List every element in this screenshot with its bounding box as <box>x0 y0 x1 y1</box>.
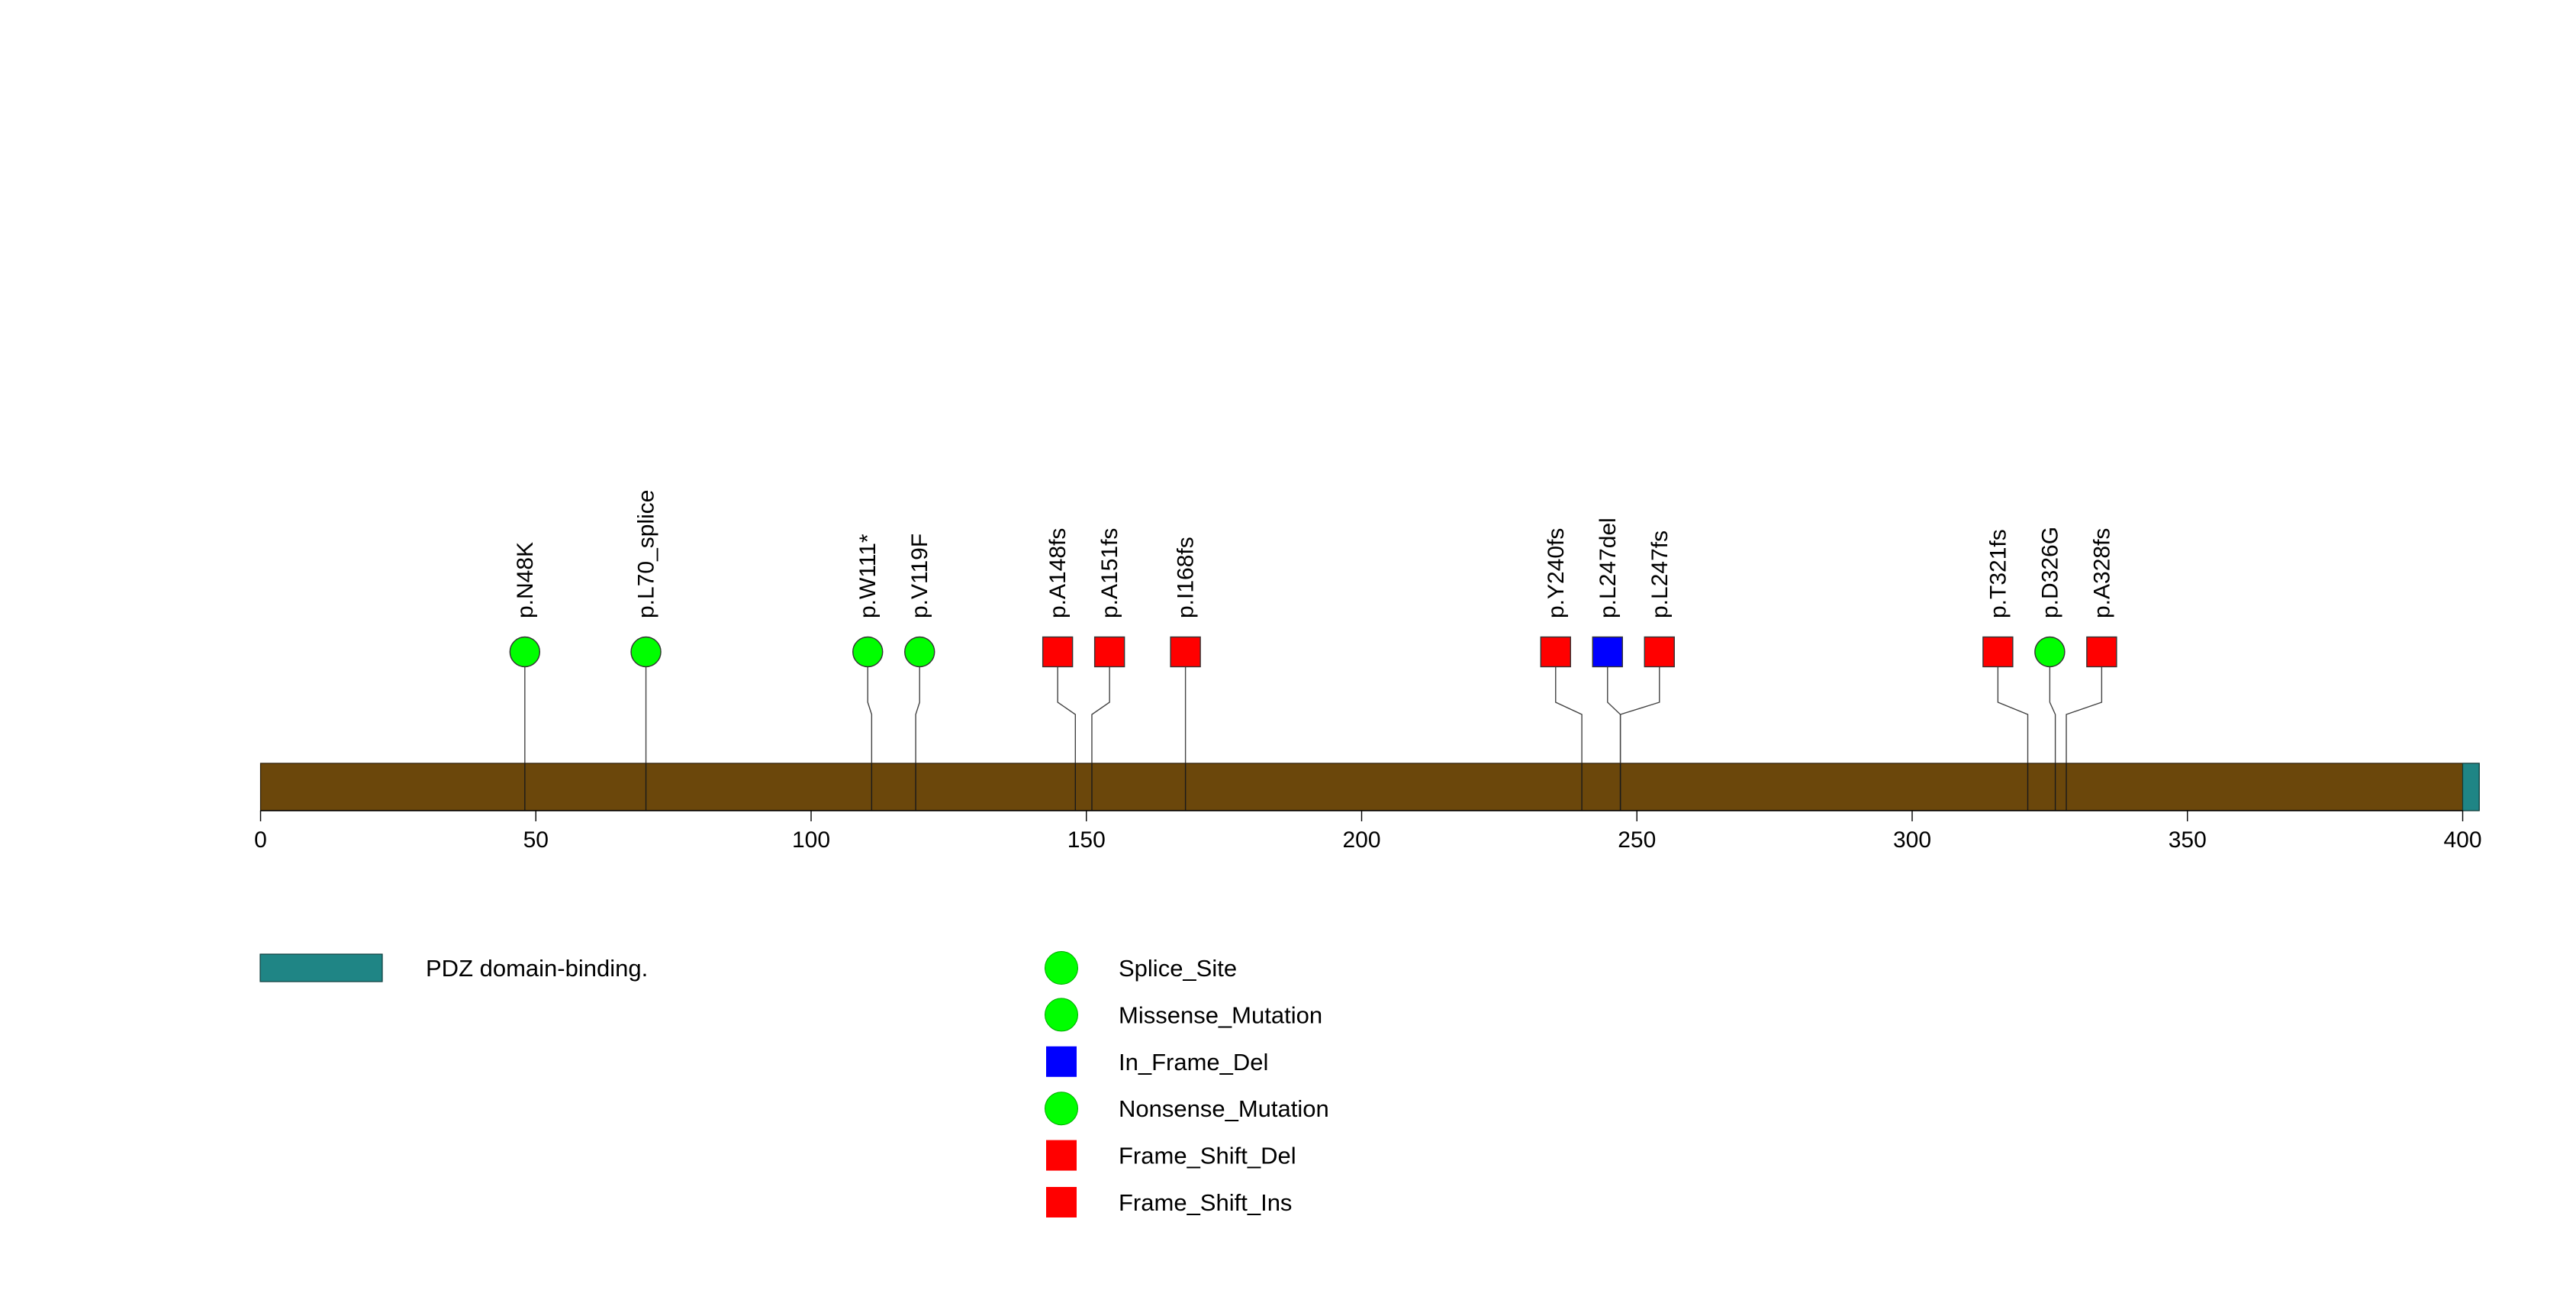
protein-bar <box>259 763 2480 811</box>
mutation-marker <box>1592 636 1623 668</box>
mutation-label: p.Y240fs <box>1544 528 1569 618</box>
mutation-marker <box>1644 636 1675 668</box>
x-tick-label: 250 <box>1618 827 1656 853</box>
legend-square-marker <box>1046 1140 1077 1171</box>
mutation-marker <box>2034 636 2066 668</box>
mutation-marker <box>509 636 541 668</box>
legend-square-marker <box>1046 1187 1077 1217</box>
mutation-marker <box>1540 636 1571 668</box>
legend-type-label: Frame_Shift_Del <box>1119 1143 1296 1169</box>
legend-square-marker <box>1046 1046 1077 1077</box>
domain-legend: PDZ domain-binding. <box>259 953 648 982</box>
protein-track <box>259 763 2480 811</box>
domain-legend-label: PDZ domain-binding. <box>426 955 648 982</box>
legend-circle-marker <box>1045 951 1078 985</box>
mutation-marker <box>1093 636 1125 668</box>
legend-type-label: Nonsense_Mutation <box>1119 1095 1329 1122</box>
mutation-stem <box>1619 666 1660 811</box>
mutation-label: p.L70_splice <box>634 490 659 618</box>
mutation-label: p.N48K <box>513 542 538 618</box>
legend-circle-marker <box>1045 998 1078 1032</box>
mutation-type-legend: Splice_Site Missense_Mutation In_Frame_Del… <box>1045 951 1329 1217</box>
x-tick-label: 50 <box>523 827 549 853</box>
x-tick-label: 200 <box>1342 827 1380 853</box>
domain-legend-swatch <box>259 953 383 982</box>
mutation-label: p.L247del <box>1596 518 1621 618</box>
mutation-label: p.T321fs <box>1985 529 2011 618</box>
domain-region <box>2462 763 2480 811</box>
mutation-label: p.W111* <box>855 534 881 618</box>
mutation-label: p.I168fs <box>1174 537 1199 618</box>
mutation-stem <box>2066 666 2103 811</box>
mutation-stem <box>1091 666 1110 811</box>
mutation-stem <box>1555 666 1583 811</box>
mutation-stems <box>524 666 2103 811</box>
mutation-label: p.V119F <box>907 534 932 618</box>
mutation-stem <box>867 666 873 811</box>
mutation-marker <box>852 636 884 668</box>
legend-circle-marker <box>1045 1092 1078 1126</box>
mutation-label: p.A328fs <box>2089 528 2114 618</box>
legend-type-label: Frame_Shift_Ins <box>1119 1189 1292 1216</box>
mutation-marker <box>1170 636 1201 668</box>
x-tick-label: 300 <box>1893 827 1931 853</box>
mutation-label: p.L247fs <box>1647 531 1673 618</box>
mutation-stem <box>2049 666 2056 811</box>
x-tick-label: 350 <box>2169 827 2207 853</box>
mutation-marker <box>1982 636 2014 668</box>
x-tick-label: 100 <box>792 827 830 853</box>
mutation-stem <box>1997 666 2029 811</box>
mutation-label: p.A148fs <box>1045 528 1071 618</box>
legend-type-label: Missense_Mutation <box>1119 1001 1322 1028</box>
mutation-marker <box>904 636 935 668</box>
x-axis: 0 50 100 150 200 250 300 350 400 <box>254 810 2482 853</box>
mutation-label: p.D326G <box>2037 527 2062 618</box>
legend-type-label: In_Frame_Del <box>1119 1049 1268 1076</box>
mutation-labels: p.N48K p.L70_splice p.W111* p.V119F p.A148fs… <box>513 490 2115 618</box>
mutation-stem <box>1057 666 1077 811</box>
legend-type-label: Splice_Site <box>1119 955 1237 982</box>
mutation-label: p.A151fs <box>1097 528 1122 618</box>
mutation-marker <box>2086 636 2117 668</box>
mutation-marker <box>630 636 662 668</box>
mutation-stem <box>915 666 920 811</box>
x-tick-label: 400 <box>2443 827 2481 853</box>
mutation-marker <box>1042 636 1074 668</box>
x-tick-label: 0 <box>254 827 267 853</box>
x-tick-label: 150 <box>1067 827 1106 853</box>
mutation-markers <box>509 636 2117 668</box>
